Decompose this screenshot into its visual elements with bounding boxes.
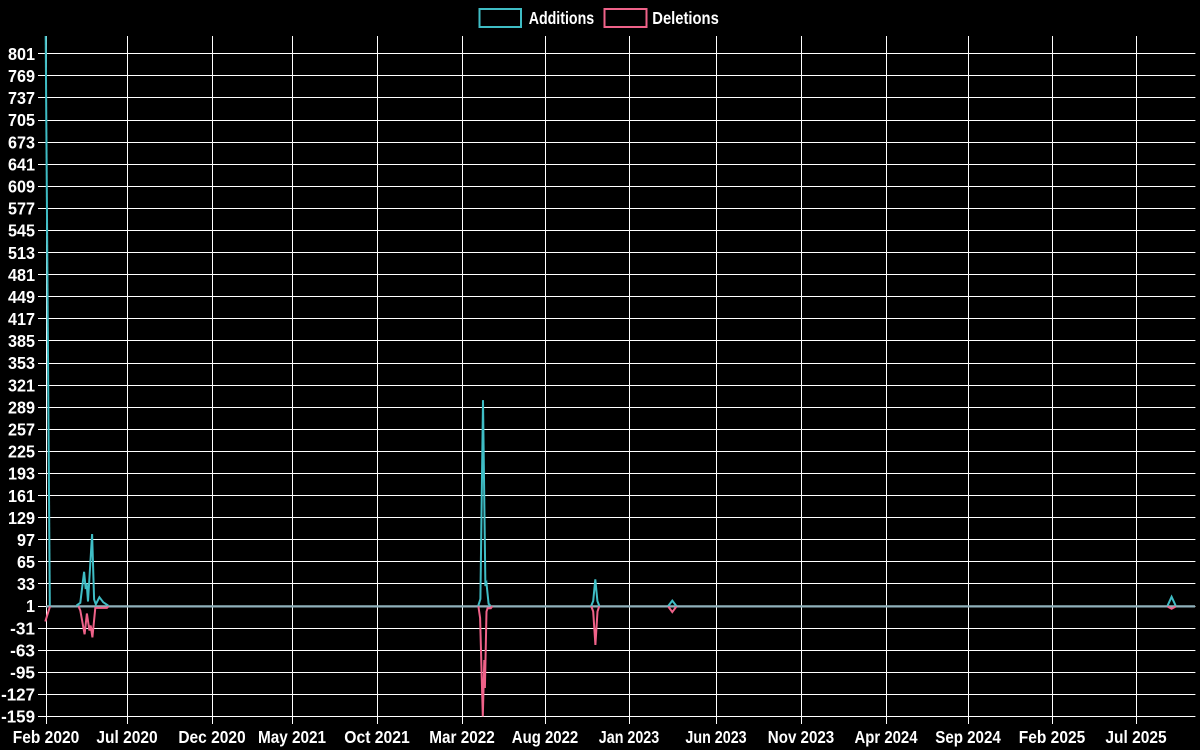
svg-text:-63: -63 xyxy=(10,640,35,660)
svg-text:673: 673 xyxy=(8,132,35,152)
svg-text:Jul 2020: Jul 2020 xyxy=(96,727,157,747)
svg-text:705: 705 xyxy=(8,110,35,130)
svg-text:769: 769 xyxy=(8,66,35,86)
svg-text:97: 97 xyxy=(17,530,35,550)
svg-text:225: 225 xyxy=(8,442,35,462)
svg-text:481: 481 xyxy=(8,265,35,285)
svg-text:May 2021: May 2021 xyxy=(258,727,326,747)
svg-text:545: 545 xyxy=(8,221,35,241)
svg-text:-31: -31 xyxy=(10,618,35,638)
svg-text:Deletions: Deletions xyxy=(652,8,719,28)
svg-text:Jul 2025: Jul 2025 xyxy=(1105,727,1166,747)
svg-text:449: 449 xyxy=(8,287,35,307)
svg-text:65: 65 xyxy=(17,552,35,572)
svg-text:801: 801 xyxy=(8,44,35,64)
svg-text:321: 321 xyxy=(8,375,35,395)
svg-text:-95: -95 xyxy=(10,663,35,683)
svg-text:257: 257 xyxy=(8,420,35,440)
svg-text:513: 513 xyxy=(8,243,35,263)
svg-text:737: 737 xyxy=(8,88,35,108)
svg-text:Additions: Additions xyxy=(529,8,595,28)
svg-text:-159: -159 xyxy=(1,707,35,727)
svg-text:33: 33 xyxy=(17,574,35,594)
svg-text:1: 1 xyxy=(26,596,35,616)
svg-text:193: 193 xyxy=(8,464,35,484)
svg-text:609: 609 xyxy=(8,177,35,197)
svg-text:Aug 2022: Aug 2022 xyxy=(512,727,578,747)
svg-text:Oct 2021: Oct 2021 xyxy=(344,727,410,747)
svg-text:353: 353 xyxy=(8,353,35,373)
svg-text:129: 129 xyxy=(8,508,35,528)
svg-text:Dec 2020: Dec 2020 xyxy=(178,727,245,747)
svg-text:161: 161 xyxy=(8,486,35,506)
svg-text:385: 385 xyxy=(8,331,35,351)
svg-text:577: 577 xyxy=(8,199,35,219)
svg-text:Mar 2022: Mar 2022 xyxy=(429,727,495,747)
svg-text:Nov 2023: Nov 2023 xyxy=(768,727,835,747)
svg-text:Feb 2020: Feb 2020 xyxy=(13,727,79,747)
svg-text:Feb 2025: Feb 2025 xyxy=(1019,727,1086,747)
svg-text:641: 641 xyxy=(8,154,35,174)
svg-text:Jun 2023: Jun 2023 xyxy=(685,727,746,747)
svg-text:Jan 2023: Jan 2023 xyxy=(599,727,660,747)
svg-text:289: 289 xyxy=(8,397,35,417)
svg-text:-127: -127 xyxy=(1,685,35,705)
svg-text:Apr 2024: Apr 2024 xyxy=(855,727,918,747)
svg-text:Sep 2024: Sep 2024 xyxy=(935,727,1001,747)
svg-text:417: 417 xyxy=(8,309,35,329)
